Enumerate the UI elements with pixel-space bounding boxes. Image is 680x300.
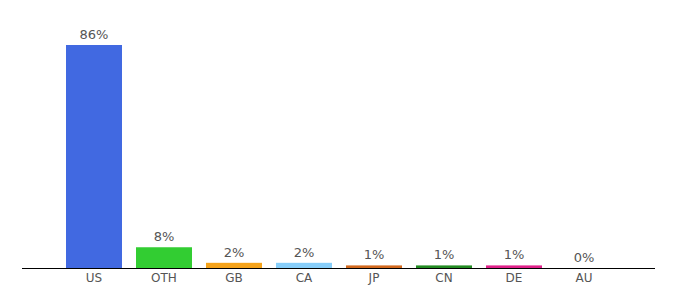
bar	[346, 265, 402, 268]
x-tick: CN	[435, 268, 452, 285]
bars	[66, 45, 542, 268]
bar	[276, 263, 332, 268]
bar	[66, 45, 122, 268]
x-tick-label: AU	[576, 271, 593, 285]
data-label: 0%	[574, 250, 595, 265]
x-tick-label: DE	[506, 271, 523, 285]
x-tick: CA	[296, 268, 313, 285]
x-tick-label: CA	[296, 271, 313, 285]
data-label: 1%	[364, 247, 385, 262]
x-tick-label: JP	[368, 271, 380, 285]
bar	[416, 265, 472, 268]
baseline	[22, 268, 655, 269]
x-tick: OTH	[151, 268, 177, 285]
x-tick-label: OTH	[151, 271, 177, 285]
x-tick: US	[86, 268, 102, 285]
data-label: 2%	[224, 245, 245, 260]
data-label: 8%	[154, 229, 175, 244]
x-tick-label: CN	[435, 271, 452, 285]
bar	[206, 263, 262, 268]
x-axis-line	[60, 268, 620, 269]
x-tick-label: US	[86, 271, 102, 285]
data-label: 1%	[504, 247, 525, 262]
bar	[136, 247, 192, 268]
data-label: 2%	[294, 245, 315, 260]
x-tick-label: GB	[225, 271, 243, 285]
data-labels: 86% 8% 2% 2% 1% 1% 1% 0%	[80, 27, 595, 265]
x-tick: JP	[368, 268, 380, 285]
bar	[556, 268, 612, 269]
x-tick: AU	[576, 268, 593, 285]
x-axis: US OTH GB CA JP CN DE AU	[60, 268, 620, 285]
data-label: 1%	[434, 247, 455, 262]
data-label: 86%	[80, 27, 109, 42]
bar	[486, 265, 542, 268]
chart: 86% 8% 2% 2% 1% 1% 1% 0% US OTH GB CA JP CN DE AU	[0, 0, 680, 300]
x-tick: DE	[506, 268, 523, 285]
x-tick: GB	[225, 268, 243, 285]
